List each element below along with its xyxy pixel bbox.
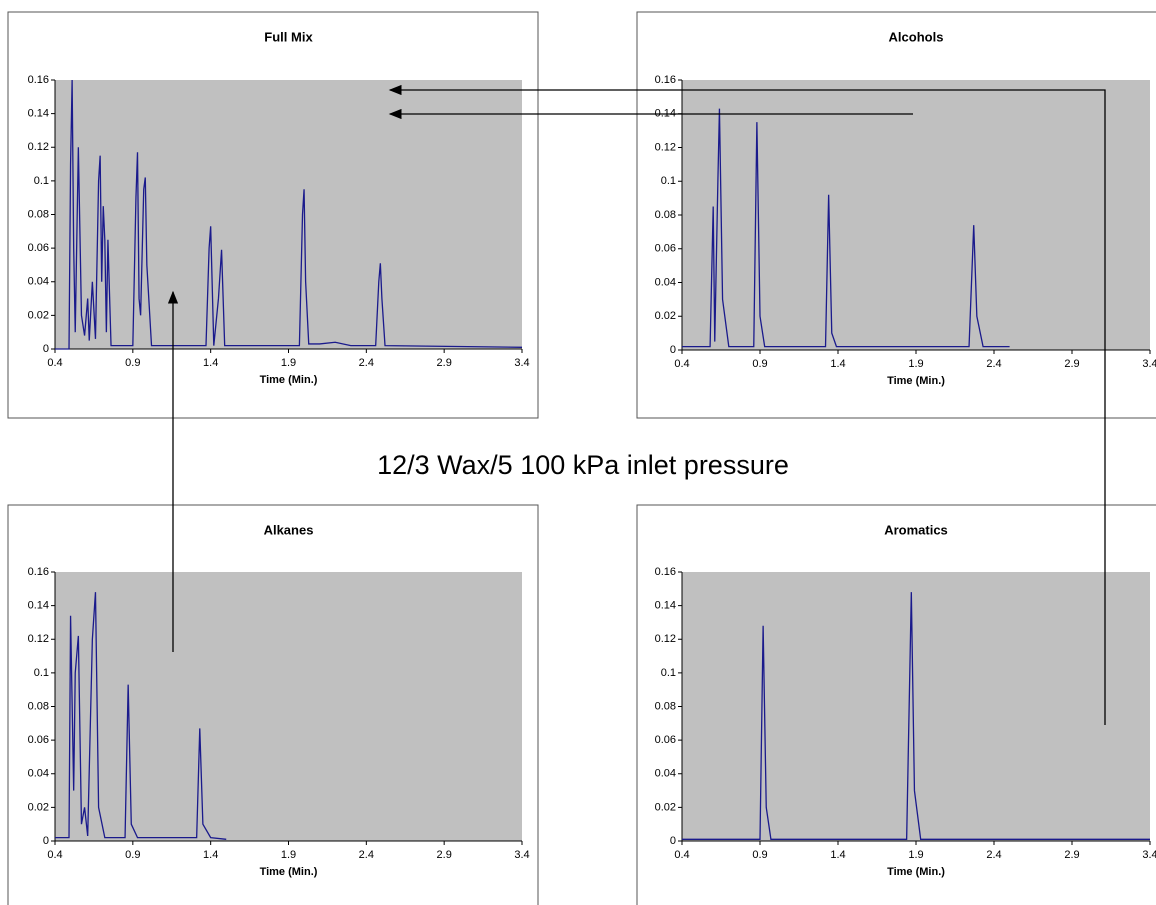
x-tick-label: 0.9	[752, 849, 767, 861]
chart-panel: Alcohols00.020.040.060.080.10.120.140.16…	[636, 11, 1156, 419]
arrow	[388, 84, 1106, 725]
y-tick-label: 0.12	[28, 633, 49, 645]
x-tick-label: 2.4	[986, 849, 1001, 861]
y-tick-label: 0.16	[28, 566, 49, 578]
data-line	[55, 79, 523, 350]
y-tick-label: 0.06	[28, 242, 49, 254]
y-tick-label: 0.06	[655, 734, 676, 746]
x-tick-label: 1.9	[908, 358, 923, 370]
x-tick-label: 0.9	[125, 357, 140, 369]
x-tick-label: 1.4	[203, 357, 218, 369]
y-tick-label: 0.16	[655, 74, 676, 86]
data-line	[55, 592, 227, 840]
x-axis-label: Time (Min.)	[260, 374, 318, 386]
x-tick-label: 2.9	[437, 849, 452, 861]
x-tick-label: 1.9	[908, 849, 923, 861]
y-tick-label: 0.04	[655, 768, 676, 780]
x-tick-label: 1.9	[281, 849, 296, 861]
y-tick-label: 0.1	[661, 175, 676, 187]
y-tick-label: 0	[43, 835, 49, 847]
x-tick-label: 3.4	[514, 357, 529, 369]
x-tick-label: 2.4	[359, 357, 374, 369]
arrows	[167, 84, 1106, 725]
x-tick-label: 3.4	[1142, 358, 1156, 370]
x-tick-label: 0.9	[752, 358, 767, 370]
figure-title: 12/3 Wax/5 100 kPa inlet pressure	[377, 450, 789, 480]
plot-area	[55, 80, 522, 349]
y-tick-label: 0.06	[655, 243, 676, 255]
x-tick-label: 2.4	[359, 849, 374, 861]
y-tick-label: 0.14	[28, 108, 49, 120]
x-axis-label: Time (Min.)	[260, 866, 318, 878]
chart-title: Alkanes	[264, 522, 314, 537]
x-axis-label: Time (Min.)	[887, 375, 945, 387]
x-tick-label: 2.9	[437, 357, 452, 369]
y-tick-label: 0.02	[28, 309, 49, 321]
y-tick-label: 0.08	[28, 700, 49, 712]
y-tick-label: 0.1	[34, 667, 49, 679]
x-tick-label: 0.4	[47, 357, 62, 369]
y-tick-label: 0.1	[34, 175, 49, 187]
y-tick-label: 0.08	[28, 208, 49, 220]
chart-panel: Aromatics 0 0.02 0.04 0.06 0.08 0.1 0.12 0.14 0.1…	[636, 504, 1156, 905]
y-tick-label: 0.04	[655, 276, 676, 288]
y-tick-label: 0	[670, 344, 676, 356]
x-tick-label: 3.4	[1142, 849, 1156, 861]
x-tick-label: 1.4	[830, 849, 845, 861]
y-tick-label: 0.08	[655, 209, 676, 221]
y-tick-label: 0.14	[28, 600, 49, 612]
y-tick-label: 0.16	[28, 74, 49, 86]
y-tick-label: 0.02	[655, 801, 676, 813]
panels: Full Mix 0 0.02 0.04 0.06 0.08 0.1 0.12 0.14 0.16…	[7, 11, 1156, 905]
x-tick-label: 1.9	[281, 357, 296, 369]
chart-title: Alcohols	[889, 29, 944, 44]
chart-title: Aromatics	[884, 522, 948, 537]
y-tick-label: 0.02	[655, 310, 676, 322]
x-tick-label: 1.4	[203, 849, 218, 861]
x-tick-label: 2.9	[1064, 358, 1079, 370]
x-tick-label: 2.4	[986, 358, 1001, 370]
y-tick-label: 0	[670, 835, 676, 847]
chart-title: Full Mix	[264, 29, 313, 44]
y-tick-label: 0.12	[655, 633, 676, 645]
y-tick-label: 0	[43, 343, 49, 355]
y-tick-label: 0.12	[655, 141, 676, 153]
x-axis-label: Time (Min.)	[887, 866, 945, 878]
y-tick-label: 0.08	[655, 700, 676, 712]
plot-area	[682, 80, 1150, 350]
plot-area	[55, 572, 522, 841]
y-tick-label: 0.1	[661, 667, 676, 679]
chart-panel: Alkanes 0 0.02 0.04 0.06 0.08 0.1 0.12 0.14 0.16 0…	[7, 504, 539, 905]
chart-panel: Full Mix 0 0.02 0.04 0.06 0.08 0.1 0.12 0.14 0.16…	[7, 11, 539, 419]
x-tick-label: 2.9	[1064, 849, 1079, 861]
x-tick-label: 0.4	[674, 849, 689, 861]
x-tick-label: 0.9	[125, 849, 140, 861]
data-line	[682, 108, 1010, 348]
y-tick-label: 0.04	[28, 276, 49, 288]
y-tick-label: 0.14	[655, 600, 676, 612]
x-tick-label: 1.4	[830, 358, 845, 370]
x-tick-label: 0.4	[674, 358, 689, 370]
x-tick-label: 0.4	[47, 849, 62, 861]
data-line	[682, 592, 1150, 840]
y-tick-label: 0.04	[28, 768, 49, 780]
y-tick-label: 0.02	[28, 801, 49, 813]
y-tick-label: 0.06	[28, 734, 49, 746]
y-tick-label: 0.16	[655, 566, 676, 578]
y-tick-label: 0.12	[28, 141, 49, 153]
x-tick-label: 3.4	[514, 849, 529, 861]
